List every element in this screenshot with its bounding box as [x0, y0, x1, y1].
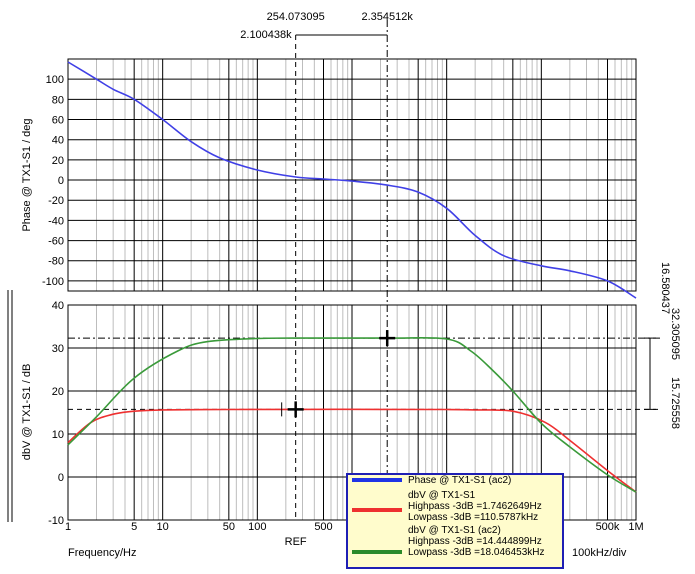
phase-delta-readout: 16.580437 [659, 262, 671, 314]
phase-y-ticks: 100 80 60 40 20 0 -20 -40 -60 -80 -100 [42, 74, 64, 288]
dbv-curve-red [67, 408, 637, 493]
gain-y-tick-label: 0 [58, 472, 64, 484]
phase-y-tick-label: -60 [48, 236, 64, 248]
dbv-curve-green [67, 337, 637, 493]
legend-swatch-green [352, 550, 402, 554]
legend-lowpass: Lowpass -3dB =18.046453kHz [408, 547, 545, 558]
gain-y-tick-label: 20 [52, 386, 64, 398]
gain-y-tick-label: 40 [52, 300, 64, 312]
x-div-label: 100kHz/div [572, 547, 627, 559]
delta-frequency-readout: 2.100438k [240, 29, 292, 41]
x-tick-label: 500 [314, 521, 332, 533]
phase-curve [67, 61, 637, 299]
gain-y-tick-label: 10 [52, 429, 64, 441]
phase-curves [67, 61, 637, 299]
a-level-readout: 32.305095 [669, 308, 681, 360]
phase-y-tick-label: 80 [52, 94, 64, 106]
gain-y-ticks: 40 30 20 10 0 -10 [48, 300, 64, 527]
phase-y-tick-label: 60 [52, 115, 64, 127]
x-tick-label: 100 [248, 521, 266, 533]
cursors[interactable] [68, 20, 660, 520]
phase-plot-frame [67, 58, 637, 292]
legend-label: dbV @ TX1-S1 (ac2) [408, 525, 501, 536]
x-tick-label: 5 [131, 521, 137, 533]
legend-label: Phase @ TX1-S1 (ac2) [408, 475, 512, 486]
x-tick-label: 1 [65, 521, 71, 533]
gain-y-tick-label: 30 [52, 343, 64, 355]
ref-frequency-readout: 254.073095 [267, 11, 325, 23]
x-tick-label: 1M [628, 521, 643, 533]
gain-y-tick-label: -10 [48, 515, 64, 527]
legend-label: dbV @ TX1-S1 [408, 490, 476, 501]
phase-y-tick-label: 40 [52, 135, 64, 147]
phase-y-tick-label: 0 [58, 175, 64, 187]
phase-y-tick-label: -100 [42, 276, 64, 288]
phase-grid [68, 59, 636, 291]
legend-swatch-phase [352, 478, 402, 482]
phase-y-tick-label: 20 [52, 155, 64, 167]
a-frequency-readout: 2.354512k [362, 11, 414, 23]
ref-level-readout: 15.725558 [669, 377, 681, 429]
cursor-markers[interactable] [281, 330, 396, 418]
legend-highpass: Highpass -3dB =14.444899Hz [408, 536, 542, 547]
x-axis-label: Frequency/Hz [68, 547, 136, 559]
legend-lowpass: Lowpass -3dB =110.5787kHz [408, 512, 539, 523]
legend[interactable]: Phase @ TX1-S1 (ac2) dbV @ TX1-S1 Highpa… [346, 473, 564, 569]
phase-y-tick-label: -40 [48, 215, 64, 227]
phase-y-axis-label: Phase @ TX1-S1 / deg [21, 118, 33, 231]
x-tick-label: 50 [223, 521, 235, 533]
phase-y-tick-label: 100 [46, 74, 64, 86]
gain-curves [67, 337, 637, 493]
phase-y-tick-label: -80 [48, 256, 64, 268]
x-tick-label: 500k [596, 521, 620, 533]
x-tick-label: 10 [157, 521, 169, 533]
gain-y-axis-label: dbV @ TX1-S1 / dB [21, 364, 33, 461]
phase-y-tick-label: -20 [48, 195, 64, 207]
legend-highpass: Highpass -3dB =1.7462649Hz [408, 501, 542, 512]
legend-swatch-red [352, 508, 402, 512]
ref-cursor-label[interactable]: REF [285, 536, 307, 548]
